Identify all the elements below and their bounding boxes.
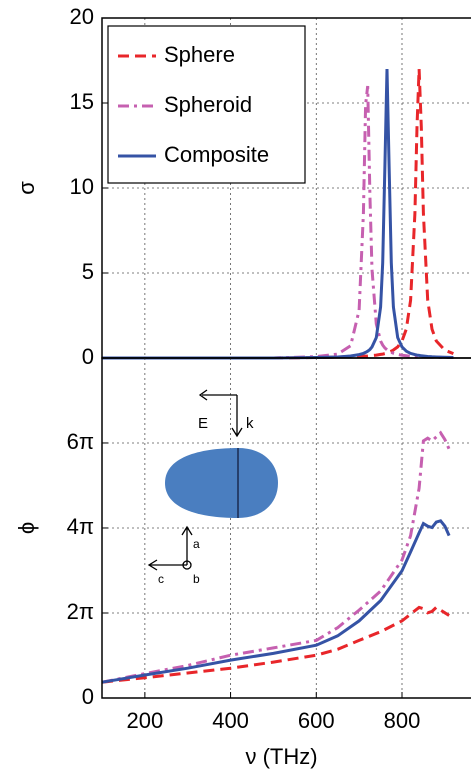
axis-arrows (147, 525, 193, 571)
legend-label: Sphere (164, 42, 235, 67)
y-tick-label: 4π (67, 514, 94, 539)
y-tick-label: 0 (82, 344, 94, 369)
legend-label: Composite (164, 142, 269, 167)
series-line (102, 85, 454, 360)
y-tick-label: 2π (67, 599, 94, 624)
y-tick-label: 5 (82, 259, 94, 284)
axis-origin (182, 560, 192, 570)
y-tick-label: 0 (82, 684, 94, 709)
annotation: a (193, 537, 200, 551)
series-line (101, 430, 451, 684)
x-tick-label: 600 (298, 708, 335, 733)
y-axis-label: σ (14, 181, 39, 195)
y-tick-label: 20 (70, 4, 94, 29)
y-axis-label: ϕ (14, 522, 39, 534)
series-line (101, 519, 451, 684)
x-axis-label: ν (THz) (245, 744, 317, 769)
particle-shape (165, 448, 278, 518)
annotation: c (158, 572, 164, 586)
legend-label: Spheroid (164, 92, 252, 117)
series-line (102, 68, 454, 360)
plots: 0 5 10 15 20 σ 0 2π 4π 6π ϕ Sphere Spheroid Composite… (14, 4, 471, 769)
axes-frame (101, 357, 471, 699)
annotation: E (198, 415, 208, 432)
annotation: b (193, 572, 200, 586)
series-line (101, 605, 450, 684)
x-tick-label: 800 (384, 708, 421, 733)
y-tick-label: 6π (67, 429, 94, 454)
annotation: k (246, 415, 254, 432)
legend: Sphere Spheroid Composite (107, 25, 306, 184)
y-tick-label: 15 (70, 89, 94, 114)
field-arrows (198, 389, 243, 438)
x-tick-label: 200 (126, 708, 163, 733)
y-tick-label: 10 (70, 174, 94, 199)
inset: E k a b c (147, 389, 278, 586)
x-tick-label: 400 (212, 708, 249, 733)
